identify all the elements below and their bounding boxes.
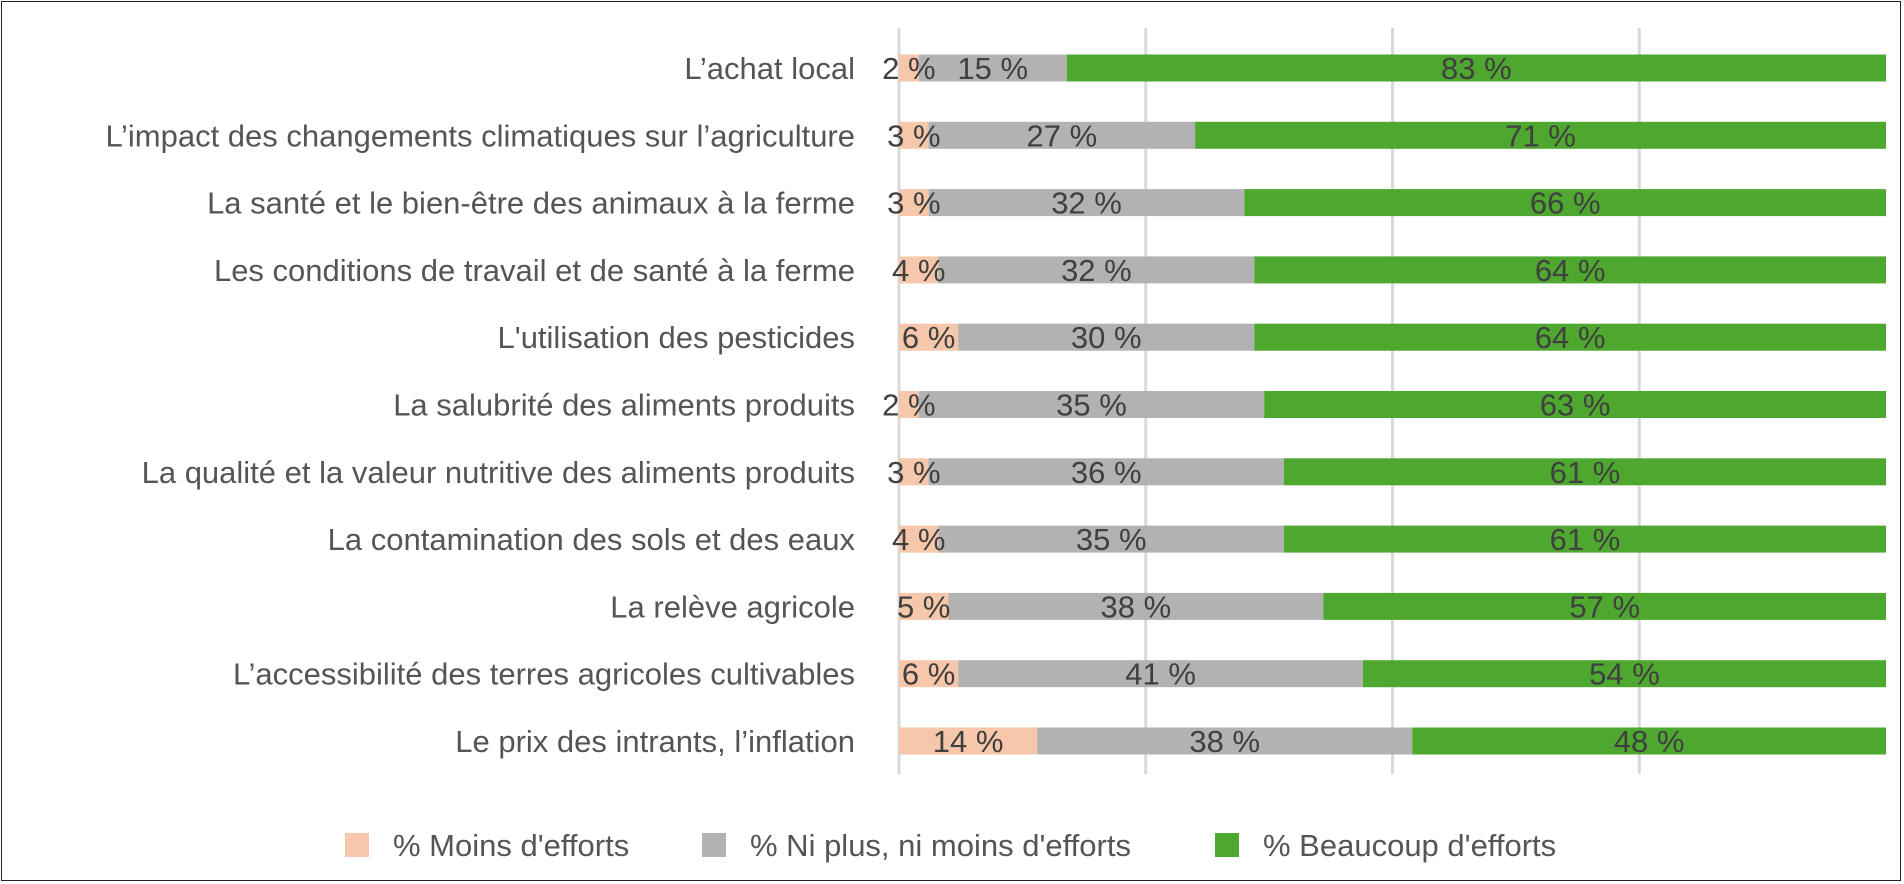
bar-segment xyxy=(899,121,929,149)
data-label: 66 % xyxy=(1530,186,1601,221)
data-label: 38 % xyxy=(1101,589,1172,624)
category-label: Les conditions de travail et de santé à … xyxy=(214,253,855,288)
data-label: 32 % xyxy=(1051,186,1122,221)
bar-segment xyxy=(899,727,1038,755)
category-label: L’accessibilité des terres agricoles cul… xyxy=(233,657,855,692)
bar-segment xyxy=(938,256,1255,284)
bar-segment xyxy=(1254,323,1886,351)
bar-segment xyxy=(899,525,939,553)
data-label: 3 % xyxy=(887,186,940,221)
data-label: 61 % xyxy=(1550,522,1621,557)
data-label: 35 % xyxy=(1056,388,1127,423)
data-label: 27 % xyxy=(1027,118,1098,153)
legend-swatch xyxy=(1215,833,1239,857)
legend-label: % Beaucoup d'efforts xyxy=(1263,828,1556,863)
data-label: 2 % xyxy=(882,51,935,86)
data-label: 30 % xyxy=(1071,320,1142,355)
bar-segment xyxy=(958,323,1255,351)
category-label: L’achat local xyxy=(684,51,855,86)
bar-segment xyxy=(928,458,1284,486)
legend: % Moins d'efforts % Ni plus, ni moins d'e… xyxy=(345,828,1556,863)
data-label: 6 % xyxy=(902,657,955,692)
bar-segment xyxy=(928,121,1196,149)
bar-segment xyxy=(938,525,1284,553)
bar-segment xyxy=(899,660,959,688)
data-label: 4 % xyxy=(892,253,945,288)
bar-segment xyxy=(948,592,1324,620)
bar-segment xyxy=(1254,256,1886,284)
data-label: 54 % xyxy=(1589,657,1660,692)
data-label: 71 % xyxy=(1505,118,1576,153)
category-label: La contamination des sols et des eaux xyxy=(328,522,856,557)
bar-segment xyxy=(1264,391,1886,418)
bar-segment xyxy=(1283,525,1886,553)
category-label: La santé et le bien-être des animaux à l… xyxy=(207,186,855,221)
bar-segment xyxy=(899,391,919,418)
bars xyxy=(899,54,1886,755)
data-label: 35 % xyxy=(1076,522,1147,557)
bar-segment xyxy=(899,256,939,284)
bar-segment xyxy=(1037,727,1413,755)
data-label: 48 % xyxy=(1614,724,1685,759)
bar-segment xyxy=(1195,121,1886,149)
value-labels: 2 % 15 % 83 % 3 % 27 % 71 % 3 % 32 % 66 % 4 % 32 %… xyxy=(882,51,1684,759)
legend-swatch xyxy=(345,833,369,857)
data-label: 83 % xyxy=(1441,51,1512,86)
bar-segment xyxy=(899,189,929,217)
bar-segment xyxy=(928,189,1245,217)
data-label: 14 % xyxy=(933,724,1004,759)
category-label: La salubrité des aliments produits xyxy=(393,388,855,423)
data-label: 5 % xyxy=(897,589,950,624)
data-label: 38 % xyxy=(1189,724,1260,759)
bar-segment xyxy=(899,54,919,82)
data-label: 64 % xyxy=(1535,253,1606,288)
data-label: 64 % xyxy=(1535,320,1606,355)
bar-segment xyxy=(899,323,959,351)
bar-segment xyxy=(1323,592,1886,620)
data-label: 57 % xyxy=(1569,589,1640,624)
bar-segment xyxy=(1066,54,1886,82)
data-label: 36 % xyxy=(1071,455,1142,490)
legend-label: % Moins d'efforts xyxy=(393,828,629,863)
bar-segment xyxy=(918,391,1265,418)
data-label: 15 % xyxy=(957,51,1028,86)
data-label: 63 % xyxy=(1540,388,1611,423)
bar-segment xyxy=(899,592,949,620)
data-label: 61 % xyxy=(1550,455,1621,490)
bar-segment xyxy=(1362,660,1886,688)
bar-segment xyxy=(918,54,1067,82)
category-label: La relève agricole xyxy=(610,589,855,624)
bar-segment xyxy=(899,458,929,486)
data-label: 3 % xyxy=(887,118,940,153)
data-label: 6 % xyxy=(902,320,955,355)
data-label: 32 % xyxy=(1061,253,1132,288)
category-labels: L’achat local L’impact des changements cl… xyxy=(105,51,855,759)
bar-segment xyxy=(1412,727,1886,755)
bar-segment xyxy=(958,660,1363,688)
category-label: L’impact des changements climatiques sur… xyxy=(105,118,855,153)
category-label: L'utilisation des pesticides xyxy=(498,320,855,355)
data-label: 41 % xyxy=(1125,657,1196,692)
legend-label: % Ni plus, ni moins d'efforts xyxy=(750,828,1131,863)
category-label: Le prix des intrants, l’inflation xyxy=(455,724,855,759)
data-label: 3 % xyxy=(887,455,940,490)
category-label: La qualité et la valeur nutritive des al… xyxy=(142,455,855,490)
data-label: 4 % xyxy=(892,522,945,557)
data-label: 2 % xyxy=(882,388,935,423)
legend-swatch xyxy=(702,833,726,857)
bar-segment xyxy=(1283,458,1886,486)
bar-segment xyxy=(1244,189,1886,217)
